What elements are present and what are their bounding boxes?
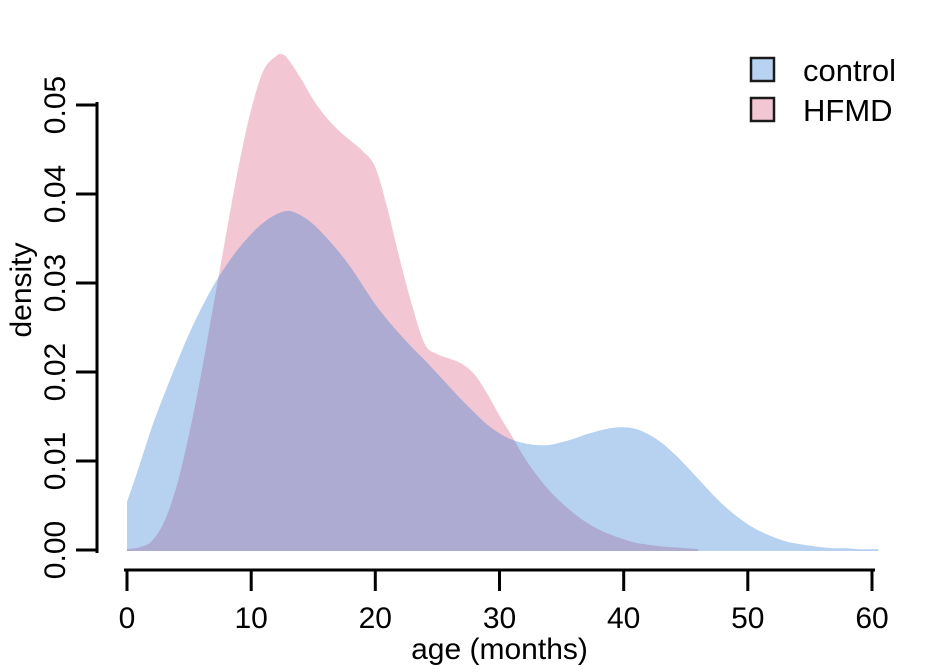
x-tick-label: 20 (359, 602, 392, 635)
legend: control HFMD (749, 53, 896, 128)
x-tick-label: 0 (119, 602, 136, 635)
y-tick-label: 0.01 (39, 432, 72, 490)
x-tick-label: 50 (731, 602, 764, 635)
legend-label-hfmd: HFMD (803, 93, 893, 128)
y-tick-label: 0.02 (39, 343, 72, 401)
y-tick-label: 0.00 (39, 521, 72, 579)
density-areas (127, 53, 879, 552)
x-axis: 0 10 20 30 40 50 60 (119, 568, 889, 635)
y-tick-label: 0.04 (39, 165, 72, 223)
density-area-hfmd (127, 53, 699, 552)
x-tick-label: 10 (235, 602, 268, 635)
x-ticks: 0 10 20 30 40 50 60 (119, 570, 889, 635)
legend-swatch-hfmd (749, 96, 776, 123)
legend-swatch-control (749, 56, 776, 83)
y-tick-label: 0.03 (39, 254, 72, 312)
legend-label-control: control (803, 53, 896, 88)
density-area-control (127, 210, 879, 551)
x-axis-title: age (months) (411, 633, 588, 666)
x-tick-label: 40 (607, 602, 640, 635)
y-ticks: 0.00 0.01 0.02 0.03 0.04 0.05 (39, 76, 97, 579)
y-axis: 0.00 0.01 0.02 0.03 0.04 0.05 (39, 76, 99, 579)
x-tick-label: 30 (483, 602, 516, 635)
y-tick-label: 0.05 (39, 76, 72, 134)
y-axis-title: density (5, 242, 38, 337)
x-tick-label: 60 (855, 602, 888, 635)
